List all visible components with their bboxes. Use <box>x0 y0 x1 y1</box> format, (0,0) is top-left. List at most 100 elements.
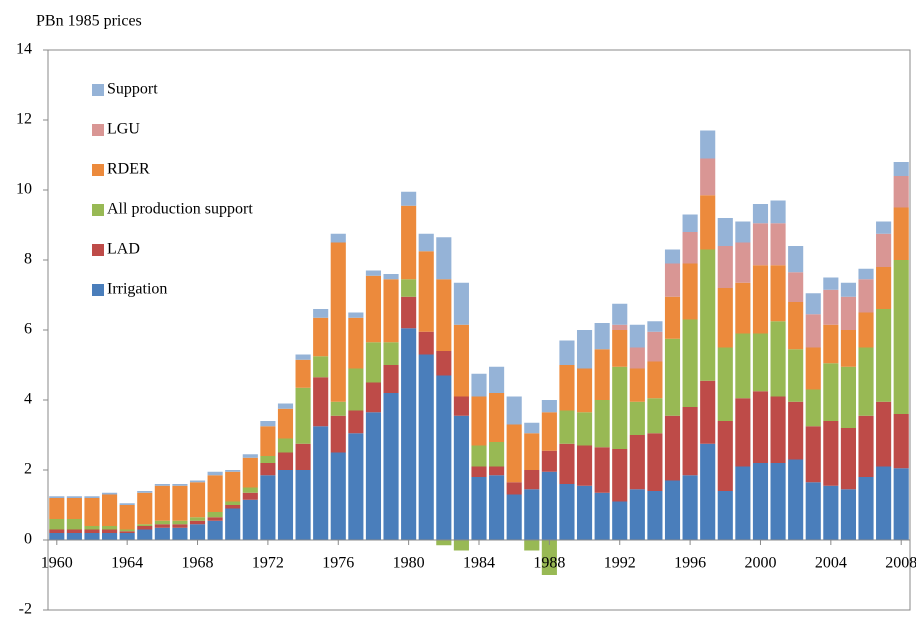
bar-segment <box>647 361 663 399</box>
y-tick-label: 6 <box>24 321 32 338</box>
bar-segment <box>225 505 241 509</box>
bar-segment <box>858 312 874 348</box>
bar-segment <box>664 338 681 416</box>
bar-segment <box>471 373 487 397</box>
bar-segment <box>102 492 118 495</box>
bar-segment <box>383 365 399 393</box>
bar-segment <box>489 366 505 393</box>
bar-segment <box>365 382 382 413</box>
bar-segment <box>277 452 294 470</box>
bar-segment <box>700 380 716 444</box>
bar-segment <box>401 296 417 329</box>
bar-segment <box>576 445 593 486</box>
bar-segment <box>717 246 733 288</box>
bar-segment <box>84 533 100 540</box>
bar-segment <box>383 274 399 280</box>
bar-segment <box>840 366 856 428</box>
bar-segment <box>348 368 364 411</box>
legend-label: LGU <box>107 121 140 138</box>
bar-segment <box>788 349 804 402</box>
bar-segment <box>102 494 118 526</box>
bar-segment <box>49 519 65 530</box>
bar-segment <box>172 524 188 528</box>
bar-segment <box>225 470 241 472</box>
bar-segment <box>172 484 188 486</box>
bar-segment <box>207 520 223 540</box>
bar-segment <box>524 433 540 470</box>
bar-segment <box>66 496 82 498</box>
bar-segment <box>823 421 839 486</box>
x-tick-label: 2000 <box>744 555 776 572</box>
bar-segment <box>735 221 751 243</box>
bar-segment <box>858 415 874 477</box>
bar-segment <box>401 279 417 297</box>
bar-segment <box>453 540 469 551</box>
bar-segment <box>295 354 311 360</box>
bar-segment <box>189 524 206 540</box>
bar-segment <box>436 279 452 351</box>
bar-segment <box>313 317 329 357</box>
bar-segment <box>295 359 311 388</box>
bar-segment <box>576 412 593 446</box>
bar-segment <box>189 517 206 521</box>
legend-label: Support <box>107 81 158 98</box>
bar-segment <box>277 403 294 409</box>
bar-segment <box>418 251 434 332</box>
bar-segment <box>260 456 276 463</box>
bar-segment <box>49 498 65 519</box>
bar-segment <box>717 421 733 491</box>
bar-segment <box>207 517 223 521</box>
legend-swatch <box>92 204 104 216</box>
bar-segment <box>858 347 874 416</box>
bar-segment <box>295 387 311 444</box>
bar-segment <box>700 249 716 381</box>
bar-segment <box>594 349 610 400</box>
bar-segment <box>225 471 241 502</box>
bar-segment <box>541 412 557 451</box>
bar-segment <box>788 272 804 302</box>
bar-segment <box>137 492 153 525</box>
bar-segment <box>119 503 135 505</box>
bar-segment <box>664 480 681 540</box>
bar-segment <box>876 466 892 540</box>
bar-segment <box>700 443 716 540</box>
bar-segment <box>383 279 399 343</box>
bar-segment <box>664 263 681 297</box>
bar-segment <box>489 466 505 476</box>
bar-segment <box>752 204 769 224</box>
bar-segment <box>647 491 663 540</box>
bar-segment <box>840 296 856 330</box>
bar-segment <box>717 491 733 540</box>
bar-segment <box>401 191 417 206</box>
bar-segment <box>260 463 276 476</box>
bar-segment <box>647 321 663 332</box>
bar-segment <box>876 221 892 234</box>
x-tick-label: 2004 <box>815 555 847 572</box>
bar-segment <box>524 489 540 540</box>
bar-segment <box>524 422 540 434</box>
legend-swatch <box>92 124 104 136</box>
bar-segment <box>893 207 909 260</box>
bar-segment <box>541 450 557 472</box>
bar-segment <box>84 496 100 498</box>
bar-segment <box>313 377 329 427</box>
bar-segment <box>664 249 681 264</box>
bar-segment <box>277 408 294 439</box>
bar-segment <box>436 540 452 546</box>
y-tick-label: 0 <box>24 531 32 548</box>
bar-segment <box>700 195 716 250</box>
bar-segment <box>612 366 628 449</box>
bar-segment <box>629 435 645 490</box>
bar-segment <box>154 485 170 521</box>
bar-segment <box>629 401 645 435</box>
bar-segment <box>629 324 645 348</box>
bar-segment <box>401 205 417 280</box>
bar-segment <box>858 268 874 280</box>
bar-segment <box>876 401 892 467</box>
bar-segment <box>788 302 804 350</box>
bar-segment <box>876 267 892 309</box>
bar-segment <box>436 237 452 280</box>
bar-segment <box>559 365 575 411</box>
bar-segment <box>436 375 452 540</box>
legend-swatch <box>92 284 104 296</box>
